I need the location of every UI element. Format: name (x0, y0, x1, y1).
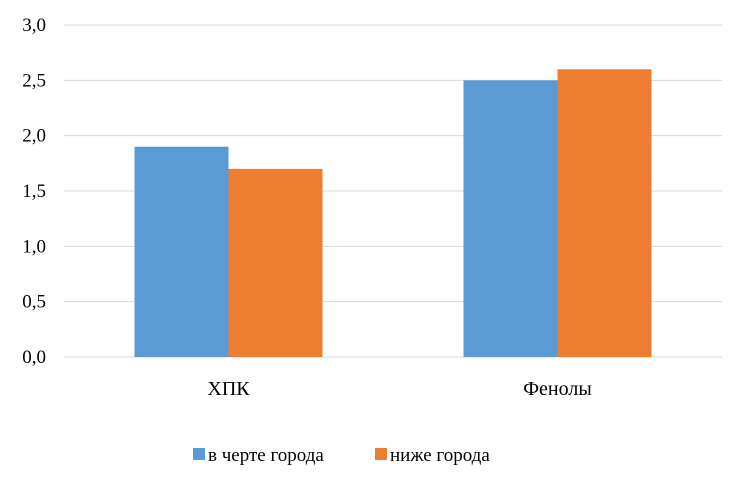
y-tick-label: 2,5 (22, 70, 46, 91)
legend-swatch (193, 448, 205, 460)
y-tick-label: 1,0 (22, 236, 46, 257)
y-tick-label: 1,5 (22, 181, 46, 202)
legend-swatch (375, 448, 387, 460)
bar-series2-0 (228, 168, 323, 357)
legend: в черте города ниже города (193, 445, 490, 466)
bar-series1-1 (463, 80, 558, 357)
y-tick-label: 0,0 (22, 347, 46, 368)
y-tick-label: 2,0 (22, 126, 46, 147)
bar-series2-1 (557, 69, 652, 358)
legend-label: в черте города (208, 445, 324, 466)
x-axis-tick-labels: ХПК Фенолы (207, 378, 591, 400)
y-tick-label: 0,5 (22, 292, 46, 313)
x-tick-label: ХПК (207, 378, 250, 400)
y-tick-label: 3,0 (22, 15, 46, 36)
y-axis-tick-labels: 0,0 0,5 1,0 1,5 2,0 2,5 3,0 (22, 15, 46, 368)
bars (134, 69, 652, 358)
x-tick-label: Фенолы (523, 378, 592, 400)
legend-label: ниже города (390, 445, 490, 466)
bar-series1-0 (134, 146, 229, 357)
